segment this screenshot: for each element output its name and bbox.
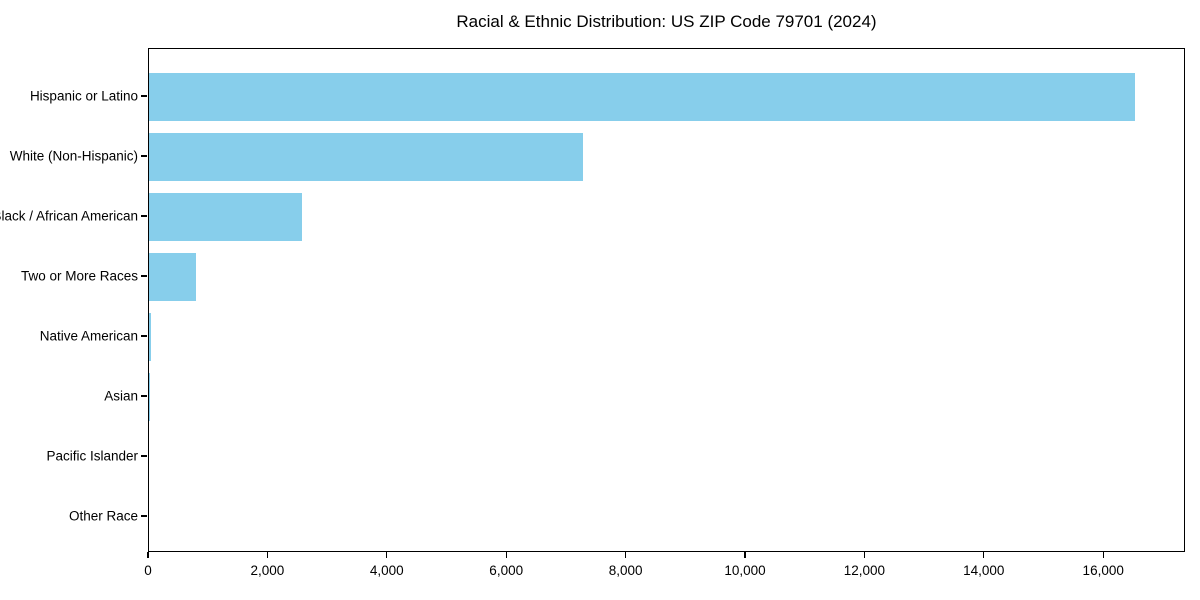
x-tick-mark (386, 552, 388, 558)
x-tick-label-16000: 16,000 (1082, 563, 1124, 578)
x-tick-label-12000: 12,000 (843, 563, 886, 578)
bar-asian (149, 373, 150, 421)
x-tick-label-8000: 8,000 (608, 563, 643, 578)
y-tick-mark (141, 335, 147, 337)
y-tick-mark (141, 95, 147, 97)
y-tick-mark (141, 275, 147, 277)
y-tick-label-native-american: Native American (39, 328, 138, 344)
x-tick-label-2000: 2,000 (250, 563, 285, 578)
x-tick-label-14000: 14,000 (963, 563, 1005, 578)
x-tick-label-10000: 10,000 (724, 563, 766, 578)
bar-native-american (149, 313, 151, 361)
y-tick-mark (141, 215, 147, 217)
y-tick-label-hispanic-or-latino: Hispanic or Latino (29, 88, 138, 104)
x-tick-mark (1102, 552, 1104, 558)
x-tick-mark (147, 552, 149, 558)
x-tick-label-6000: 6,000 (489, 563, 524, 578)
x-tick-mark (505, 552, 507, 558)
x-tick-label-4000: 4,000 (369, 563, 404, 578)
y-tick-label-other-race: Other Race (68, 508, 138, 524)
x-tick-label-0: 0 (144, 563, 152, 578)
chart-title: Racial & Ethnic Distribution: US ZIP Cod… (456, 12, 877, 31)
bar-white-non-hispanic (149, 133, 583, 181)
x-tick-mark (863, 552, 866, 558)
y-tick-label-white-non-hispanic: White (Non-Hispanic) (9, 148, 138, 164)
y-tick-mark (141, 515, 147, 517)
y-tick-mark (141, 395, 147, 397)
bar-hispanic-or-latino (149, 73, 1136, 121)
x-tick-mark (744, 552, 746, 558)
y-tick-label-asian: Asian (104, 388, 138, 404)
plot-area (148, 48, 1185, 552)
bar-two-or-more-races (149, 253, 197, 301)
x-tick-mark (266, 552, 269, 558)
x-tick-mark (624, 552, 627, 558)
y-tick-label-pacific-islander: Pacific Islander (46, 448, 138, 464)
x-tick-mark (983, 552, 985, 558)
bar-black-african-american (149, 193, 302, 241)
y-tick-label-black-african-american: Black / African American (0, 208, 138, 224)
y-tick-mark (141, 455, 147, 457)
y-tick-label-two-or-more-races: Two or More Races (20, 268, 138, 284)
y-tick-mark (141, 155, 147, 157)
